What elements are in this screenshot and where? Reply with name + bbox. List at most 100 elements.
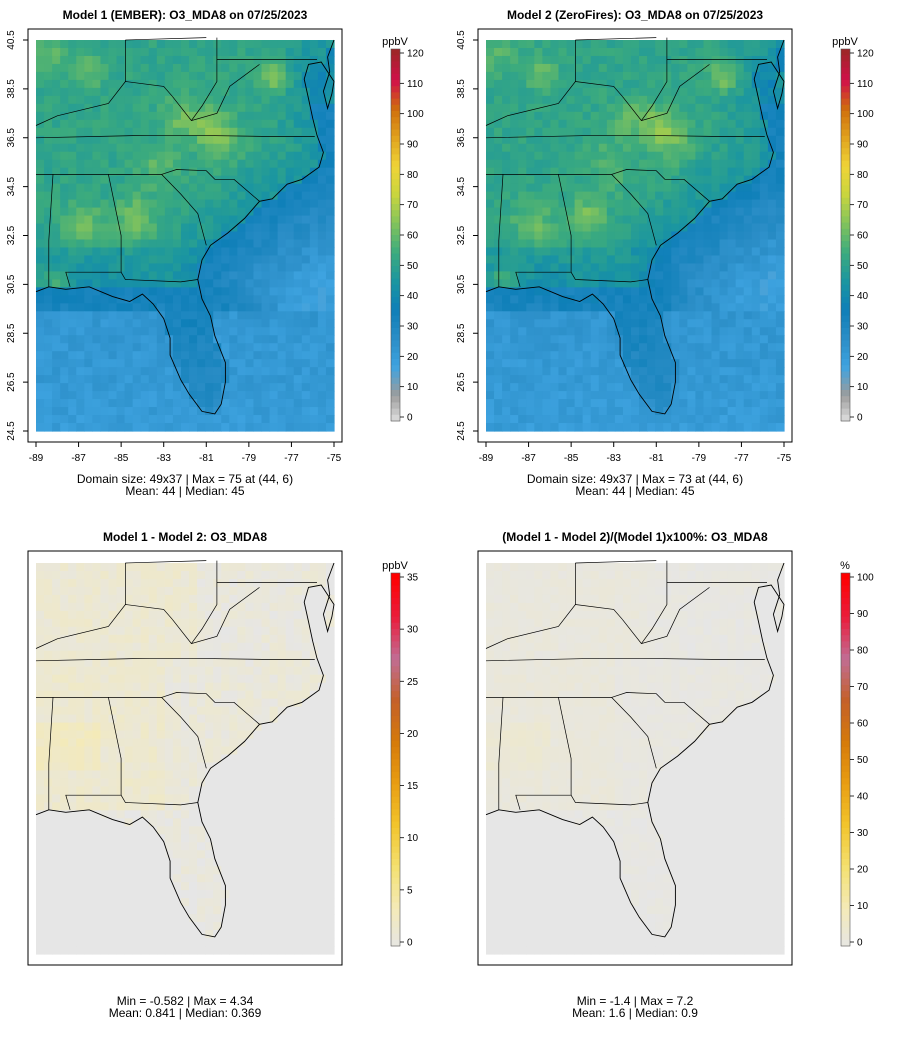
panel3-cell [301,650,311,660]
panel2-cell [598,40,608,49]
panel1-cell [229,383,238,392]
panel2-cell [606,231,616,241]
panel2-cell [639,423,648,432]
panel2-cell [647,423,656,432]
panel3-cell [140,722,150,732]
panel3-cell [36,722,45,732]
panel1-cell [76,55,85,65]
panel2-cell [671,287,680,296]
panel2-cell [655,135,664,145]
panel1-cell [76,151,85,161]
panel3-cell [108,778,118,788]
panel3-cell [140,770,150,780]
panel3-cell [205,618,214,628]
panel3-cell [317,690,327,700]
panel1-cell [237,279,247,288]
panel2-cell [510,151,519,161]
panel3-cell [124,626,134,636]
panel1-cell [293,383,303,392]
panel1-cell [213,327,222,336]
panel2-cell [590,135,600,145]
panel2-cell [655,223,664,233]
panel1-cell [36,359,45,368]
panel2-cell [743,79,753,89]
panel1-cell [197,215,206,225]
panel3-cell [44,626,53,636]
panel2-cell [582,183,592,193]
panel3-cell [309,563,319,572]
panel1-cell [140,223,150,233]
panel3-cell [84,714,93,724]
panel1-cell [213,375,222,384]
panel1-cell [60,391,69,400]
panel2-cell [566,159,576,169]
panel3-cell [253,618,263,628]
panel1-cell [100,295,110,304]
panel1-cell [92,151,102,161]
panel2-cell [518,311,527,320]
panel3-cell [68,794,77,803]
panel3-cell [325,746,335,756]
panel3-cell [269,722,279,732]
panel2-colorbar-swatch [841,259,850,267]
panel1-cell [180,295,190,304]
panel1-cell [108,383,118,392]
panel2-state-border [515,174,572,287]
panel1-cell [68,407,77,416]
panel1-cell [164,423,174,432]
panel2-cell [614,79,624,89]
panel2-cell [614,103,624,113]
panel1-cell [60,63,69,73]
panel1-cell [229,87,238,97]
panel1-cell [325,247,335,257]
panel1-cell [325,127,335,137]
panel3-cell [189,626,198,636]
panel1-cell [172,199,182,209]
panel1-cell [68,55,77,65]
panel2-cell [494,151,503,161]
panel1-cell [124,343,134,352]
panel2-cell [518,319,527,328]
panel2-cell [494,399,503,408]
panel2-cell [679,303,688,312]
panel2-cell [614,111,624,121]
panel2-cell [558,103,568,113]
panel2-cell [630,375,640,384]
panel2-cell [558,175,568,185]
panel1-cell [277,279,287,288]
panel2-cell [663,223,672,233]
panel1-colorbar-swatch [391,129,400,137]
panel1-cell [172,223,182,233]
panel1-cell [164,415,174,424]
panel3-cell [36,674,45,684]
panel2-cell [767,351,777,360]
panel1-colorbar-label: 50 [407,261,419,272]
panel3-cell [116,634,126,644]
panel2-cell [775,199,785,209]
panel1-cell [60,271,69,280]
panel1-cell [140,159,150,169]
panel3-cell [68,722,77,732]
panel1-cell [164,135,174,145]
panel1-cell [189,311,198,320]
panel2-cell [775,343,785,352]
panel2-cell [590,63,600,73]
panel2-cell [582,343,592,352]
panel1-cell [285,95,295,105]
panel2-cell [550,287,560,296]
panel1-colorbar-swatch [391,346,400,354]
panel2-cell [727,223,737,233]
panel1-cell [253,119,263,129]
panel2-cell [679,367,688,376]
panel1-cell [229,63,238,73]
panel2-cell [526,335,535,344]
panel3-cell [132,690,142,700]
panel1-cell [325,399,335,408]
panel1-cell [156,95,166,105]
panel1-cell [76,167,85,177]
panel3-cell [108,698,118,708]
panel3-cell [116,794,126,803]
panel1-cell [261,143,271,153]
panel3-cell [229,610,238,620]
panel2-cell [703,127,713,137]
